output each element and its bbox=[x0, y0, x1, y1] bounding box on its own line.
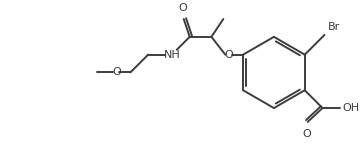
Text: NH: NH bbox=[164, 50, 180, 60]
Text: O: O bbox=[225, 50, 233, 60]
Text: O: O bbox=[178, 3, 187, 13]
Text: O: O bbox=[112, 67, 121, 77]
Text: Br: Br bbox=[328, 22, 340, 32]
Text: OH: OH bbox=[342, 103, 359, 113]
Text: O: O bbox=[302, 129, 311, 139]
